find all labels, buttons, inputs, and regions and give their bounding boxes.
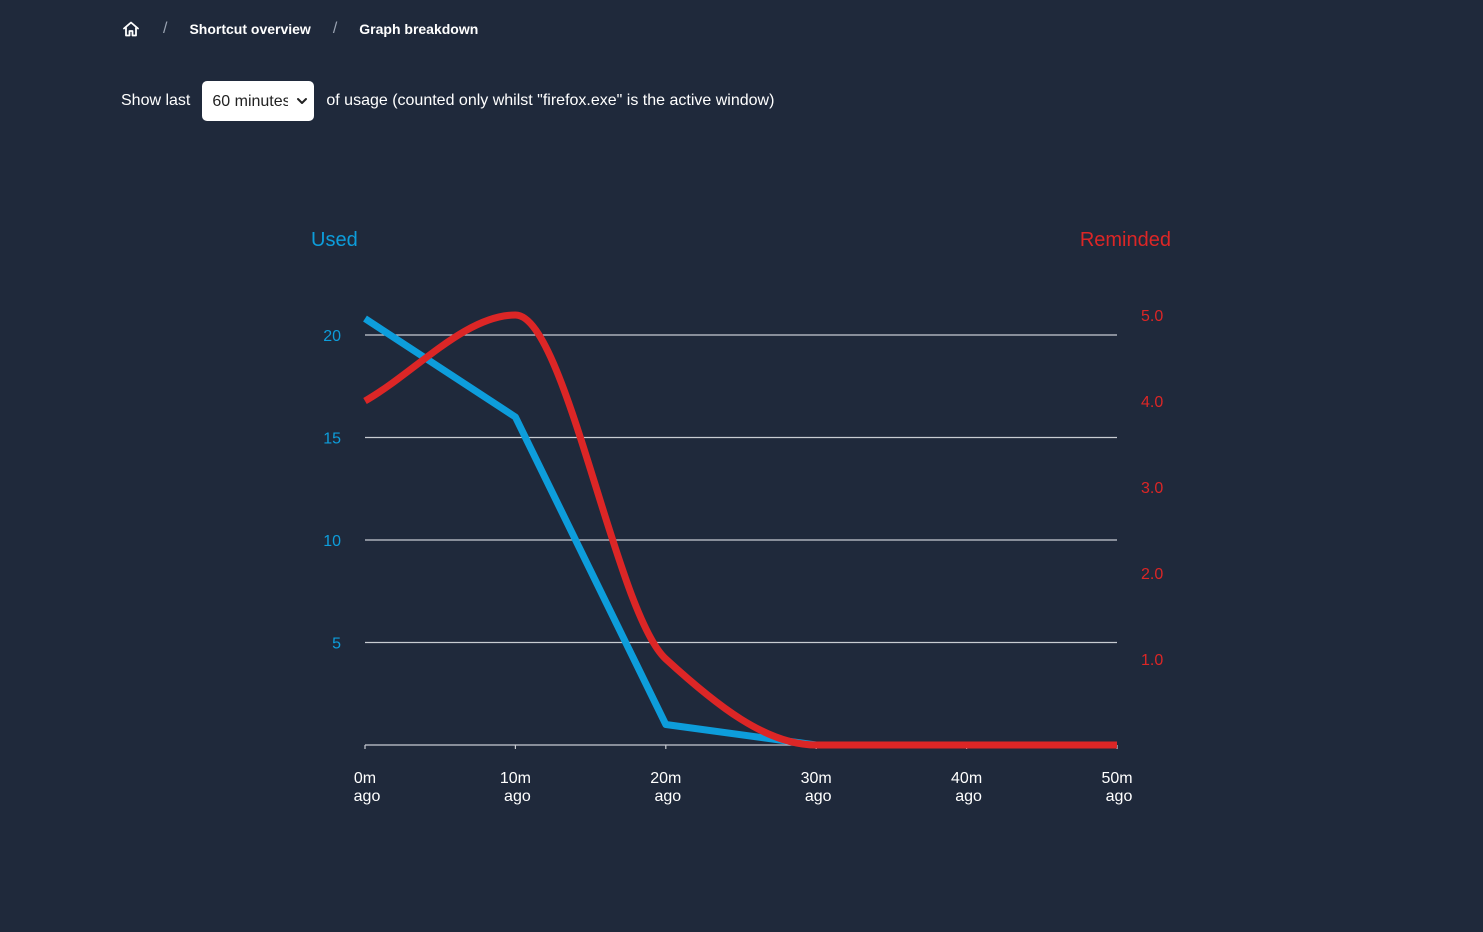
left-tick-label: 15 [323,431,341,448]
breadcrumb-separator: / [163,20,168,37]
x-tick-label: 20m [650,770,681,787]
x-tick-label: 40m [951,770,982,787]
time-range-select[interactable]: 60 minutes [202,81,315,121]
left-tick-label: 20 [323,328,341,345]
breadcrumb-separator: / [332,20,338,37]
breadcrumb-graph-breakdown: Graph breakdown [359,21,479,37]
time-range-controls: Show last 60 minutes of usage (counted o… [121,81,774,121]
right-tick-label: 2.0 [1141,566,1163,583]
home-icon[interactable] [121,19,141,39]
x-tick-label-ago: ago [354,788,381,805]
series-used-line [363,315,1117,749]
x-tick-label: 10m [500,770,531,787]
series-reminded-line [363,311,1117,749]
x-tick-label: 50m [1101,770,1132,787]
right-axis-label: Reminded [1080,229,1171,251]
right-tick-label: 3.0 [1141,480,1163,497]
left-axis-label: Used [311,229,358,251]
x-tick-label-ago: ago [955,788,982,805]
left-tick-label: 5 [332,636,341,653]
x-tick-label-ago: ago [1106,788,1133,805]
right-tick-label: 4.0 [1141,394,1163,411]
right-tick-label: 5.0 [1141,308,1163,325]
x-tick-label-ago: ago [504,788,531,805]
x-tick-label: 30m [801,770,832,787]
x-tick-label-ago: ago [654,788,681,805]
breadcrumb-shortcut-overview[interactable]: Shortcut overview [189,21,311,37]
show-last-label: Show last [121,92,191,109]
left-tick-label: 10 [323,533,341,550]
usage-description: of usage (counted only whilst "firefox.e… [326,92,775,109]
x-tick-label-ago: ago [805,788,832,805]
breadcrumb: / Shortcut overview / Graph breakdown [121,19,478,39]
x-tick-label: 0m [354,770,376,787]
right-tick-label: 1.0 [1141,652,1163,669]
time-range-select-wrapper[interactable]: 60 minutes [202,81,315,121]
